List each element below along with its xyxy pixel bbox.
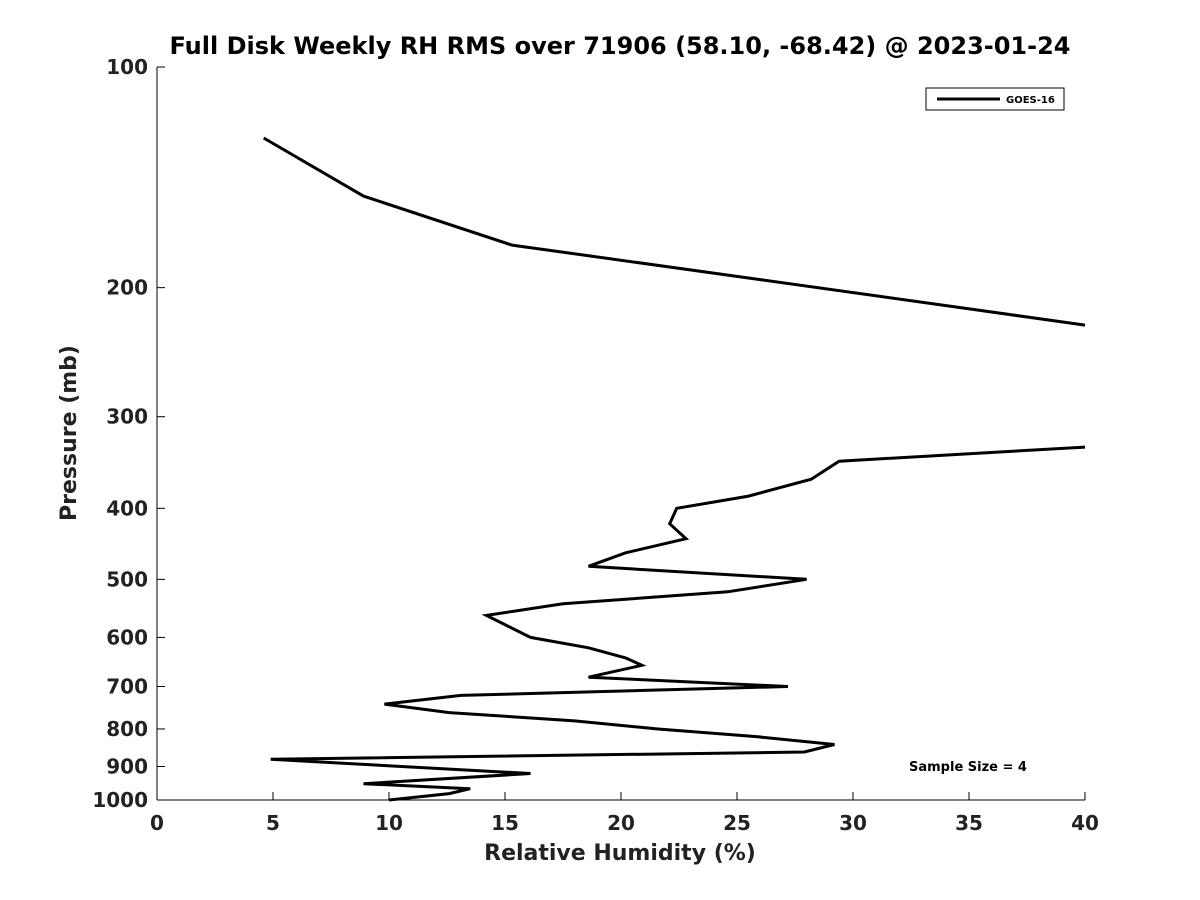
legend: GOES-16: [925, 87, 1065, 111]
y-tick-label: 500: [106, 567, 148, 591]
y-tick-label: 700: [106, 674, 148, 698]
legend-entry-label: GOES-16: [1006, 95, 1055, 106]
y-tick-label: 600: [106, 625, 148, 649]
y-tick-label: 1000: [92, 788, 148, 812]
x-axis-label: Relative Humidity (%): [484, 841, 756, 866]
x-tick-label: 25: [723, 811, 751, 835]
series-line-goes-16: [262, 136, 1086, 327]
x-tick-label: 35: [955, 811, 983, 835]
x-tick-label: 10: [375, 811, 403, 835]
series-line-goes-16: [270, 445, 1086, 802]
x-tick-label: 40: [1071, 811, 1099, 835]
x-tick-label: 30: [839, 811, 867, 835]
y-tick-label: 800: [106, 717, 148, 741]
chart-title: Full Disk Weekly RH RMS over 71906 (58.1…: [169, 32, 1070, 60]
x-tick-label: 0: [150, 811, 164, 835]
x-tick-label: 15: [491, 811, 519, 835]
x-tick-label: 5: [266, 811, 280, 835]
y-tick-label: 300: [106, 405, 148, 429]
sample-size-annotation: Sample Size = 4: [909, 760, 1027, 775]
y-tick-label: 400: [106, 496, 148, 520]
y-axis-label: Pressure (mb): [57, 345, 82, 521]
y-tick-label: 100: [106, 55, 148, 79]
y-tick-label: 900: [106, 754, 148, 778]
plot-area: 0 5 10 15 20 25 30 35 40 100 200 300 400 500 600 700 800…: [92, 55, 1099, 835]
x-tick-label: 20: [607, 811, 635, 835]
y-tick-label: 200: [106, 276, 148, 300]
